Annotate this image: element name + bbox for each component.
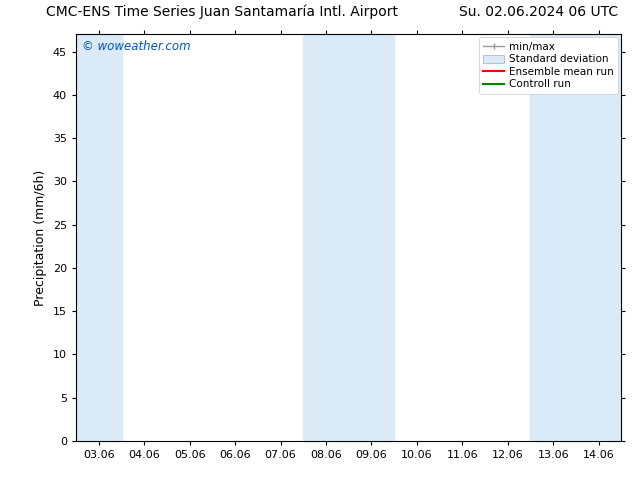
Bar [303, 34, 394, 441]
Legend: min/max, Standard deviation, Ensemble mean run, Controll run: min/max, Standard deviation, Ensemble me… [479, 37, 618, 94]
Bar [76, 34, 122, 441]
Bar [531, 34, 621, 441]
Text: © woweather.com: © woweather.com [82, 40, 190, 53]
Text: CMC-ENS Time Series Juan Santamaría Intl. Airport: CMC-ENS Time Series Juan Santamaría Intl… [46, 5, 398, 20]
Text: Su. 02.06.2024 06 UTC: Su. 02.06.2024 06 UTC [460, 5, 618, 19]
Y-axis label: Precipitation (mm/6h): Precipitation (mm/6h) [34, 170, 48, 306]
